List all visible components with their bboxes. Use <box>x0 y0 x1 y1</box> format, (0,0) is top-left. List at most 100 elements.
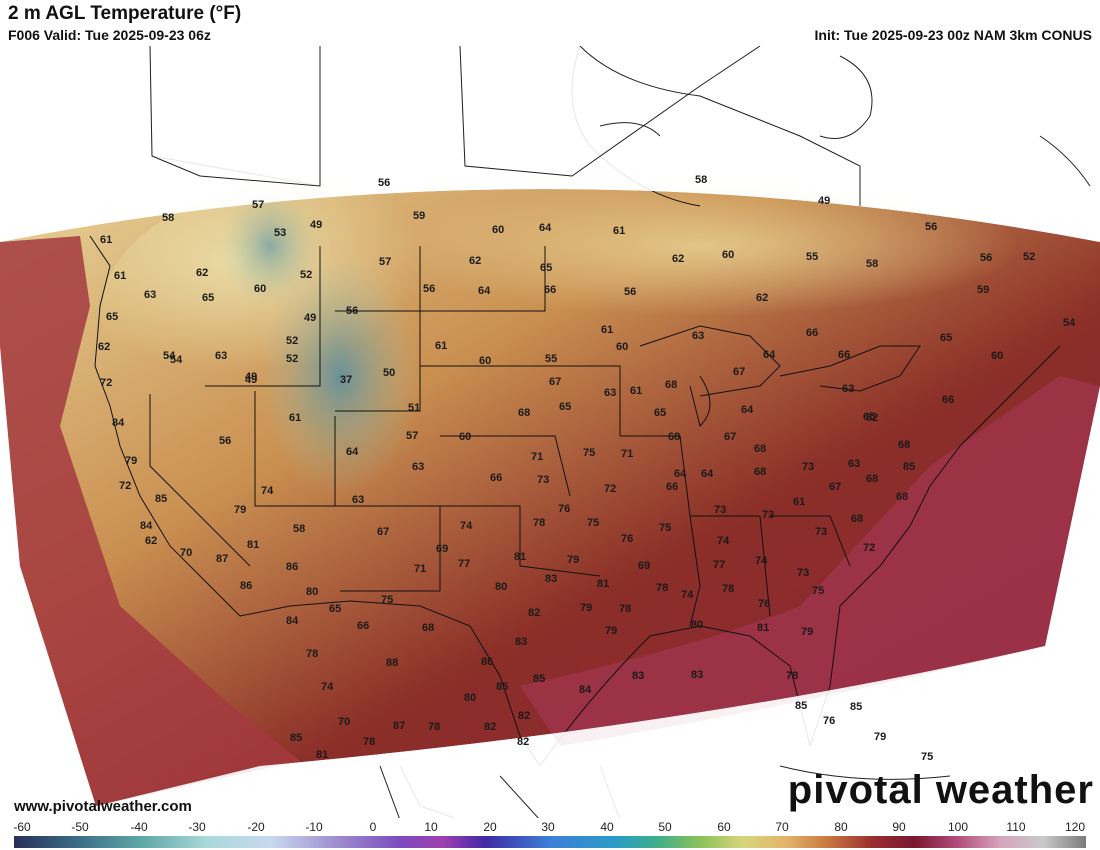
colorbar-tick: 120 <box>1064 820 1086 834</box>
colorbar-tick: 60 <box>717 820 731 834</box>
temp-value: 63 <box>144 289 156 301</box>
colorbar-tick: -60 <box>13 820 31 834</box>
temp-value: 68 <box>898 439 910 451</box>
temp-value: 70 <box>338 716 350 728</box>
temp-value: 68 <box>754 443 766 455</box>
temp-value: 78 <box>428 721 440 733</box>
temp-value: 49 <box>245 374 257 386</box>
colorbar-tick: 40 <box>600 820 614 834</box>
temp-value: 70 <box>180 547 192 559</box>
temp-value: 52 <box>286 353 298 365</box>
temp-value: 85 <box>903 461 915 473</box>
temp-value: 73 <box>714 504 726 516</box>
temp-value: 61 <box>100 234 112 246</box>
temp-value: 66 <box>490 472 502 484</box>
temp-value: 58 <box>866 258 878 270</box>
temp-value: 69 <box>638 560 650 572</box>
temp-value: 77 <box>713 559 725 571</box>
temp-value: 81 <box>316 749 328 761</box>
temp-value: 61 <box>793 496 805 508</box>
temp-value: 49 <box>245 371 257 383</box>
temp-value: 84 <box>579 684 592 696</box>
temp-value: 68 <box>422 622 434 634</box>
temp-value: 60 <box>991 350 1003 362</box>
temp-value: 60 <box>722 249 734 261</box>
colorbar-tick: -50 <box>71 820 89 834</box>
temp-value: 86 <box>240 580 252 592</box>
temp-value: 81 <box>247 539 259 551</box>
website-watermark[interactable]: www.pivotalweather.com <box>14 798 192 815</box>
temp-value: 64 <box>701 468 714 480</box>
temp-value: 65 <box>329 603 341 615</box>
temp-value: 66 <box>357 620 369 632</box>
temp-value: 66 <box>806 327 818 339</box>
temp-value: 85 <box>795 700 807 712</box>
temp-value: 66 <box>838 349 850 361</box>
temp-value: 61 <box>630 385 642 397</box>
colorbar-tick: 50 <box>658 820 672 834</box>
colorbar-tick: 90 <box>892 820 906 834</box>
temp-value: 67 <box>377 526 389 538</box>
temp-value: 55 <box>806 251 818 263</box>
temp-value: 68 <box>518 407 530 419</box>
temp-value: 49 <box>818 195 830 207</box>
colorbar-tick: -10 <box>305 820 323 834</box>
init-time: Init: Tue 2025-09-23 00z NAM 3km CONUS <box>814 27 1093 43</box>
temp-value: 61 <box>435 340 447 352</box>
temp-value: 64 <box>741 404 754 416</box>
temp-value: 67 <box>829 481 841 493</box>
temp-value: 78 <box>619 603 631 615</box>
temp-value: 58 <box>162 212 174 224</box>
temp-value: 61 <box>289 412 301 424</box>
temp-value: 68 <box>665 379 677 391</box>
temp-value: 65 <box>863 411 875 423</box>
temp-value: 63 <box>848 458 860 470</box>
temp-value: 51 <box>408 402 420 414</box>
temp-value: 56 <box>423 283 435 295</box>
map-title: 2 m AGL Temperature (°F) <box>8 3 242 24</box>
temp-value: 75 <box>659 522 671 534</box>
temp-value: 62 <box>469 255 481 267</box>
temp-value: 84 <box>140 520 153 532</box>
valid-time: F006 Valid: Tue 2025-09-23 06z <box>8 27 211 43</box>
temp-value: 72 <box>863 542 875 554</box>
temp-value: 75 <box>921 751 933 763</box>
temp-value: 76 <box>823 715 835 727</box>
temp-value: 68 <box>754 466 766 478</box>
colorbar-tick: -30 <box>188 820 206 834</box>
cold-northern-rockies <box>220 186 320 306</box>
colorbar-ticks: -60 -50 -40 -30 -20 -10 0 10 20 30 40 50… <box>0 818 1100 834</box>
temp-value: 55 <box>545 353 557 365</box>
header: 2 m AGL Temperature (°F) F006 Valid: Tue… <box>0 0 1100 46</box>
temp-value: 68 <box>668 431 680 443</box>
temp-value: 63 <box>692 330 704 342</box>
temp-value: 67 <box>549 376 561 388</box>
temp-value: 57 <box>406 430 418 442</box>
temp-value: 73 <box>797 567 809 579</box>
temperature-map[interactable]: 56 58 57 49 53 59 60 64 61 58 49 56 56 5… <box>0 46 1100 820</box>
temp-value: 56 <box>980 252 992 264</box>
temp-value: 81 <box>597 578 609 590</box>
colorbar-tick: 110 <box>1006 820 1026 834</box>
temp-value: 63 <box>215 350 227 362</box>
temp-value: 52 <box>286 335 298 347</box>
temp-value: 84 <box>286 615 299 627</box>
temp-value: 78 <box>656 582 668 594</box>
cool-canada-region <box>380 176 1020 316</box>
temp-value: 64 <box>763 349 776 361</box>
temp-value: 64 <box>674 468 687 480</box>
temp-value: 57 <box>379 256 391 268</box>
temp-value: 78 <box>533 517 545 529</box>
temp-value: 86 <box>481 656 493 668</box>
temp-value: 73 <box>815 526 827 538</box>
map-panel[interactable]: 56 58 57 49 53 59 60 64 61 58 49 56 56 5… <box>0 46 1100 820</box>
temp-value: 73 <box>537 474 549 486</box>
temp-value: 78 <box>722 583 734 595</box>
temp-value: 50 <box>383 367 395 379</box>
temp-value: 60 <box>459 431 471 443</box>
temp-value: 56 <box>624 286 636 298</box>
temp-value: 66 <box>666 481 678 493</box>
temp-value: 49 <box>310 219 322 231</box>
temp-value: 63 <box>604 387 616 399</box>
temp-value: 85 <box>533 673 545 685</box>
